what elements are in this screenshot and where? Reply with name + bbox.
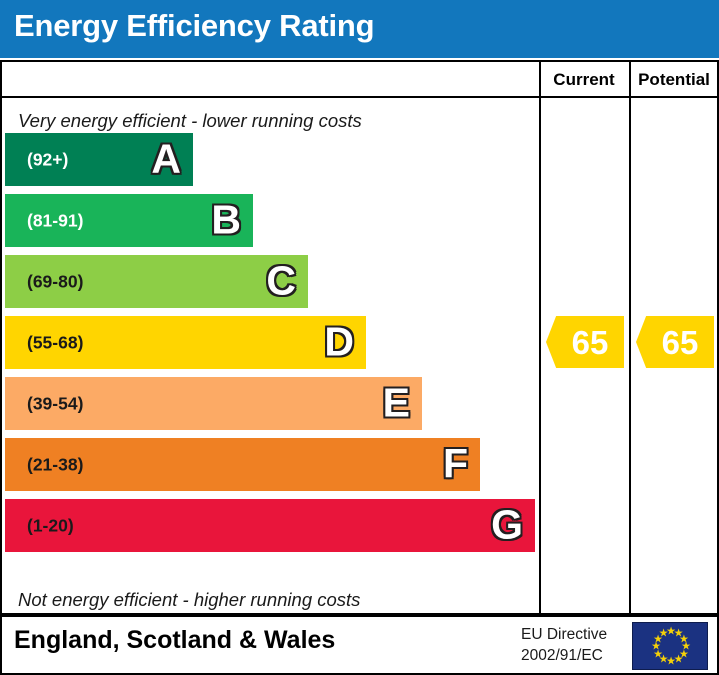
rating-band-b: (81-91) B [5,194,253,247]
caption-inefficient: Not energy efficient - higher running co… [18,589,361,610]
rating-band-g: (1-20) G [5,499,535,552]
caption-efficient: Very energy efficient - lower running co… [18,110,362,131]
column-header-row [0,60,719,98]
rating-arrow-current: 65 [546,316,624,368]
eu-flag-star: ★ [658,653,669,666]
band-letter-d: D [323,318,355,365]
band-letter-c: C [265,257,297,304]
footer-directive: EU Directive 2002/91/EC [521,624,607,666]
band-range-c: (69-80) [27,271,84,291]
band-letter-b: B [210,196,242,243]
eu-flag-star: ★ [673,653,684,666]
band-letter-a: A [150,135,182,182]
band-range-a: (92+) [27,149,69,169]
eu-flag-star: ★ [651,640,661,653]
rating-value-potential: 65 [661,323,699,361]
eu-flag-star: ★ [653,648,663,660]
page-title: Energy Efficiency Rating [14,8,375,43]
rating-band-d: (55-68) D [5,316,366,369]
footer-bar [0,615,719,675]
chart-frame [0,60,719,615]
eu-flag-star: ★ [681,640,691,653]
directive-line-1: EU Directive [521,626,608,643]
band-range-f: (21-38) [27,454,84,474]
eu-flag-star: ★ [666,625,676,638]
directive-line-2: 2002/91/EC [521,647,603,664]
band-range-g: (1-20) [27,515,74,535]
rating-band-c: (69-80) C [5,255,308,308]
column-divider-current [539,60,541,615]
column-divider-potential [629,60,631,615]
chart-title-bar: Energy Efficiency Rating [0,0,719,58]
rating-arrow-potential: 65 [636,316,714,368]
rating-band-a: (92+) A [5,133,193,186]
eu-flag-star: ★ [673,627,684,640]
eu-flag-star: ★ [666,655,676,668]
band-range-e: (39-54) [27,393,84,413]
band-letter-g: G [490,501,524,548]
column-header-potential: Potential [638,70,710,89]
column-header-current: Current [553,70,615,89]
band-letter-e: E [382,379,412,426]
footer-region-label: England, Scotland & Wales [14,626,336,654]
band-letter-f: F [442,440,469,487]
rating-value-current: 65 [571,323,609,361]
band-range-d: (55-68) [27,332,84,352]
rating-band-e: (39-54) E [5,377,422,430]
eu-flag-star: ★ [679,633,689,645]
rating-band-f: (21-38) F [5,438,480,491]
eu-flag-star: ★ [658,627,669,640]
eu-flag-star: ★ [679,648,689,660]
band-range-b: (81-91) [27,210,84,230]
eu-flag-star: ★ [653,633,663,645]
eu-flag-icon: ★ ★ ★ ★ ★ ★ ★ ★ ★ ★ ★ ★ [632,622,708,670]
